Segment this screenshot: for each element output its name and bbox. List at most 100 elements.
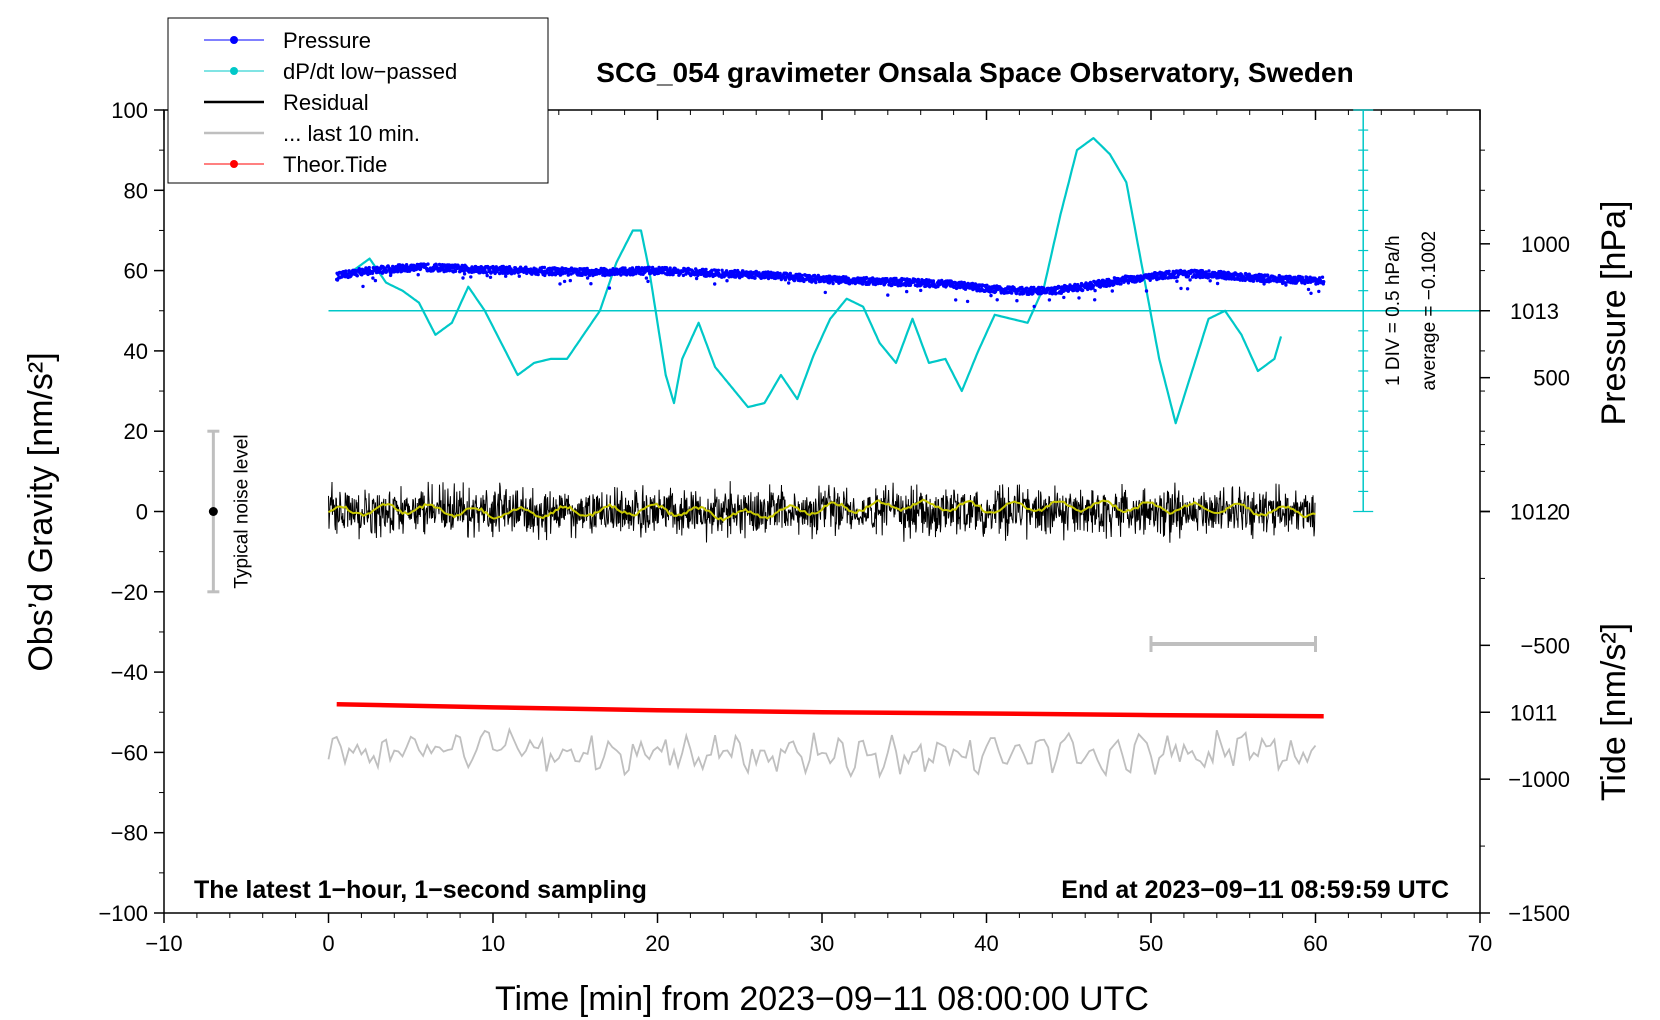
noise-bar-center <box>208 507 218 516</box>
plot-data-layer <box>327 137 1480 779</box>
x-tick-label: 60 <box>1303 931 1327 956</box>
pressure-point <box>644 276 649 280</box>
pressure-point <box>1081 288 1085 292</box>
pressure-point <box>503 271 507 275</box>
pressure-point <box>704 267 708 272</box>
y-tick-label: −60 <box>111 740 148 765</box>
pressure-point <box>404 263 409 267</box>
pressure-point <box>1185 287 1190 291</box>
legend-swatch-dot <box>230 160 238 168</box>
pressure-point <box>1198 275 1203 280</box>
pressure-point <box>488 275 493 279</box>
x-tick-label: −10 <box>145 931 182 956</box>
x-axis: −10 0 10 20 30 40 50 60 70 <box>145 110 1492 956</box>
x-axis-label: Time [min] from 2023−09−11 08:00:00 UTC <box>495 980 1149 1018</box>
pressure-point <box>681 273 686 278</box>
pressure-point <box>1025 286 1029 290</box>
pressure-point <box>1031 291 1035 295</box>
pressure-point <box>1047 298 1052 302</box>
pressure-point <box>585 266 589 271</box>
pressure-point <box>1309 291 1313 295</box>
pressure-point <box>1093 298 1097 302</box>
pressure-point <box>1284 283 1288 287</box>
pressure-point <box>367 265 371 270</box>
pressure-point <box>1317 289 1321 294</box>
note-sampling: The latest 1−hour, 1−second sampling <box>194 876 647 904</box>
pressure-point <box>1277 273 1282 278</box>
pressure-point <box>1054 291 1058 296</box>
pressure-point <box>861 282 865 286</box>
chart-title: SCG_054 gravimeter Onsala Space Observat… <box>596 57 1353 88</box>
pressure-point <box>607 286 612 290</box>
pressure-point <box>1009 291 1014 295</box>
x-tick-label: 70 <box>1468 931 1492 956</box>
y-axis-label: Obs’d Gravity [nm/s²] <box>22 352 60 671</box>
series-residual-line <box>328 481 1316 543</box>
y-tick-label: −100 <box>98 901 148 926</box>
pressure-point <box>1262 282 1266 286</box>
dpdt-average-label: average = −0.1002 <box>1419 231 1440 391</box>
y-axis: −100 −80 −60 −40 −20 0 20 40 60 80 100 <box>98 98 164 926</box>
legend-swatch-dot <box>230 67 238 75</box>
series-residual-smoothed-line <box>328 498 1316 522</box>
pressure-point <box>542 265 547 270</box>
pressure-point <box>361 284 365 289</box>
pressure-point <box>407 269 412 273</box>
pressure-point <box>646 279 650 284</box>
legend-box <box>167 17 549 184</box>
pressure-point <box>1276 279 1280 283</box>
pressure-point <box>800 273 804 278</box>
pressure-point <box>416 273 420 277</box>
note-end-time: End at 2023−09−11 08:59:59 UTC <box>1061 876 1449 904</box>
pressure-point <box>1175 279 1179 283</box>
x-tick-label: 0 <box>322 931 334 956</box>
pressure-tick-label: 1013 <box>1510 299 1559 324</box>
series-tide-line <box>336 701 1324 719</box>
pressure-point <box>1007 285 1012 289</box>
pressure-point <box>1167 269 1171 273</box>
pressure-point <box>1163 276 1167 280</box>
pressure-point <box>985 283 989 287</box>
y-tick-label: −20 <box>111 580 148 605</box>
pressure-point <box>1014 291 1019 296</box>
pressure-point <box>1144 289 1149 293</box>
pressure-point <box>710 268 714 272</box>
pressure-point <box>694 276 699 281</box>
dpdt-div-label: 1 DIV = 0.5 hPa/h <box>1383 235 1404 386</box>
pressure-point <box>831 281 835 286</box>
x-tick-label: 40 <box>974 931 998 956</box>
legend-label: Residual <box>283 90 369 115</box>
x-tick-label: 30 <box>810 931 834 956</box>
y-tick-label: −80 <box>111 821 148 846</box>
pressure-point <box>1110 289 1115 293</box>
tide-tick-label: 1000 <box>1521 232 1570 257</box>
pressure-point <box>373 278 378 283</box>
y-tick-label: −40 <box>111 660 148 685</box>
pressure-point <box>919 288 923 293</box>
tide-axis-label: Tide [nm/s²] <box>1595 623 1633 801</box>
pressure-point <box>778 271 782 276</box>
pressure-point <box>1186 274 1191 278</box>
x-tick-label: 20 <box>645 931 669 956</box>
pressure-point <box>1163 273 1168 278</box>
y-tick-label: 20 <box>124 419 148 444</box>
pressure-point <box>585 276 590 280</box>
pressure-point <box>1179 286 1183 291</box>
x-tick-label: 10 <box>481 931 505 956</box>
pressure-point <box>954 298 958 302</box>
pressure-point <box>1278 279 1282 283</box>
legend-label: dP/dt low−passed <box>283 59 457 84</box>
pressure-point <box>1148 278 1152 282</box>
pressure-point <box>509 267 513 271</box>
tide-tick-label: 500 <box>1533 366 1570 391</box>
series-last10-line <box>327 726 1317 779</box>
pressure-point <box>517 274 521 278</box>
pressure-point <box>814 280 818 285</box>
pressure-point <box>713 282 717 286</box>
x-tick-label: 50 <box>1139 931 1163 956</box>
pressure-point <box>1293 275 1298 279</box>
pressure-point <box>995 298 999 302</box>
pressure-point <box>1062 295 1066 300</box>
pressure-point <box>1317 276 1322 280</box>
pressure-point <box>504 274 508 278</box>
